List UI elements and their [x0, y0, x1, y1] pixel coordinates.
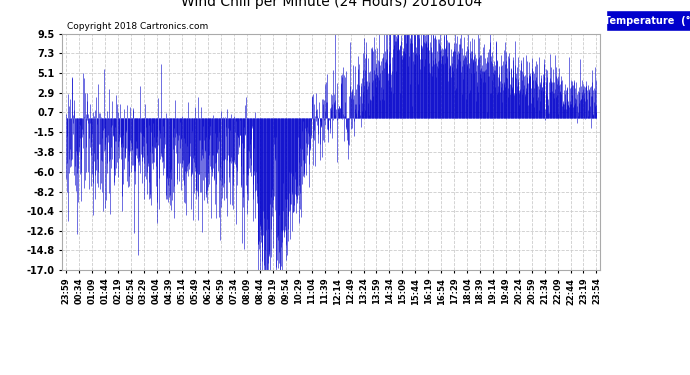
Title: Wind Chill per Minute (24 Hours) 20180104: Wind Chill per Minute (24 Hours) 2018010…: [181, 0, 482, 9]
Text: Copyright 2018 Cartronics.com: Copyright 2018 Cartronics.com: [68, 22, 209, 32]
